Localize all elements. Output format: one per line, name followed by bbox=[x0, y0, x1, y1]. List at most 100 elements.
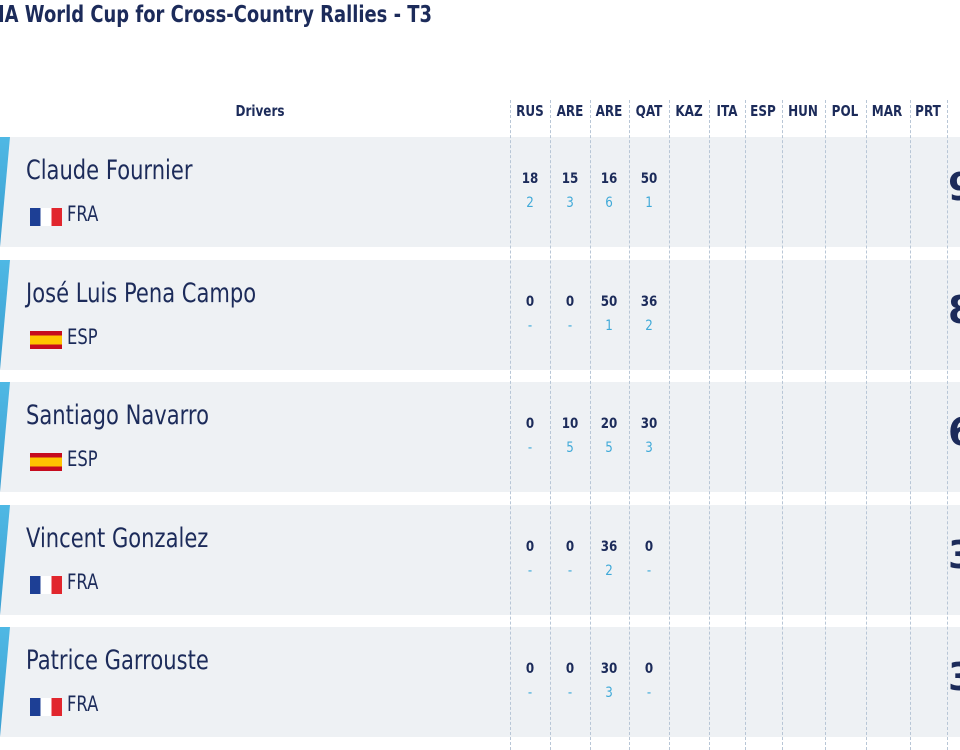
total-points: 8 bbox=[948, 288, 960, 332]
column-header: ARE bbox=[595, 102, 623, 120]
points: 50 bbox=[600, 294, 618, 310]
driver-name-text: Claude Fournier bbox=[26, 155, 193, 186]
country-code: ESP bbox=[67, 447, 106, 471]
country-text: FRA bbox=[67, 692, 99, 716]
column-header: ITA bbox=[716, 102, 738, 120]
driver-name-text: Santiago Navarro bbox=[26, 400, 209, 431]
title-text: IA World Cup for Cross-Country Rallies -… bbox=[0, 2, 433, 28]
points: 0 bbox=[565, 294, 575, 310]
position: - bbox=[646, 685, 652, 701]
points: 15 bbox=[561, 171, 579, 187]
column-header: PRT bbox=[915, 102, 941, 120]
position: 1 bbox=[605, 318, 613, 334]
points: 10 bbox=[561, 416, 579, 432]
column-header: MAR bbox=[871, 102, 903, 120]
position: 2 bbox=[526, 195, 534, 211]
position: - bbox=[527, 440, 533, 456]
position: 5 bbox=[566, 440, 574, 456]
drivers-header: Drivers bbox=[235, 102, 285, 120]
country-code: ESP bbox=[67, 325, 106, 349]
column-header: ESP bbox=[750, 102, 776, 120]
row-stripe bbox=[0, 627, 10, 737]
points: 20 bbox=[600, 416, 618, 432]
driver-name: José Luis Pena Campo bbox=[26, 278, 321, 309]
country-text: FRA bbox=[67, 202, 99, 226]
points: 50 bbox=[640, 171, 658, 187]
points: 0 bbox=[644, 661, 654, 677]
points: 0 bbox=[644, 539, 654, 555]
position: 2 bbox=[605, 563, 613, 579]
points: 18 bbox=[521, 171, 539, 187]
position: - bbox=[527, 563, 533, 579]
points: 30 bbox=[600, 661, 618, 677]
position: - bbox=[646, 563, 652, 579]
driver-name-text: José Luis Pena Campo bbox=[26, 278, 257, 309]
country-text: ESP bbox=[67, 447, 98, 471]
column-separator bbox=[745, 100, 746, 750]
column-separator bbox=[866, 100, 867, 750]
country-text: ESP bbox=[67, 325, 98, 349]
flag bbox=[30, 208, 62, 226]
column-separator bbox=[590, 100, 591, 750]
driver-name: Patrice Garrouste bbox=[26, 645, 260, 676]
country-code: FRA bbox=[67, 692, 107, 716]
column-header: HUN bbox=[788, 102, 818, 120]
driver-name-text: Vincent Gonzalez bbox=[26, 523, 209, 554]
column-separator bbox=[510, 100, 511, 750]
total-points: 3 bbox=[948, 533, 960, 577]
row-background bbox=[0, 382, 960, 492]
column-header: RUS bbox=[516, 102, 544, 120]
points: 0 bbox=[525, 661, 535, 677]
driver-name: Claude Fournier bbox=[26, 155, 240, 186]
points: 0 bbox=[525, 416, 535, 432]
total-points: 3 bbox=[948, 655, 960, 699]
column-separator bbox=[669, 100, 670, 750]
points: 0 bbox=[525, 294, 535, 310]
position: - bbox=[567, 563, 573, 579]
country-code: FRA bbox=[67, 570, 107, 594]
column-separator bbox=[825, 100, 826, 750]
position: - bbox=[567, 685, 573, 701]
row-stripe bbox=[0, 382, 10, 492]
position: 5 bbox=[605, 440, 613, 456]
points: 0 bbox=[565, 661, 575, 677]
page-title: IA World Cup for Cross-Country Rallies -… bbox=[0, 2, 554, 28]
driver-name-text: Patrice Garrouste bbox=[26, 645, 209, 676]
flag bbox=[30, 331, 62, 349]
row-stripe bbox=[0, 505, 10, 615]
points: 0 bbox=[565, 539, 575, 555]
driver-name: Santiago Navarro bbox=[26, 400, 261, 431]
row-background bbox=[0, 260, 960, 370]
position: 3 bbox=[566, 195, 574, 211]
position: 2 bbox=[645, 318, 653, 334]
column-separator bbox=[629, 100, 630, 750]
points: 36 bbox=[640, 294, 658, 310]
position: - bbox=[527, 318, 533, 334]
row-background bbox=[0, 505, 960, 615]
row-stripe bbox=[0, 260, 10, 370]
position: 3 bbox=[645, 440, 653, 456]
country-text: FRA bbox=[67, 570, 99, 594]
position: - bbox=[567, 318, 573, 334]
position: 6 bbox=[605, 195, 613, 211]
position: 1 bbox=[645, 195, 653, 211]
points: 0 bbox=[525, 539, 535, 555]
column-header: ARE bbox=[556, 102, 584, 120]
driver-name: Vincent Gonzalez bbox=[26, 523, 260, 554]
column-separator bbox=[709, 100, 710, 750]
flag bbox=[30, 576, 62, 594]
total-points: 9 bbox=[948, 165, 960, 209]
flag bbox=[30, 453, 62, 471]
position: - bbox=[527, 685, 533, 701]
column-separator bbox=[910, 100, 911, 750]
column-separator bbox=[782, 100, 783, 750]
points: 30 bbox=[640, 416, 658, 432]
position: 3 bbox=[605, 685, 613, 701]
row-background bbox=[0, 137, 960, 247]
column-header: KAZ bbox=[675, 102, 703, 120]
column-header: QAT bbox=[635, 102, 663, 120]
column-separator bbox=[550, 100, 551, 750]
row-background bbox=[0, 627, 960, 737]
row-stripe bbox=[0, 137, 10, 247]
